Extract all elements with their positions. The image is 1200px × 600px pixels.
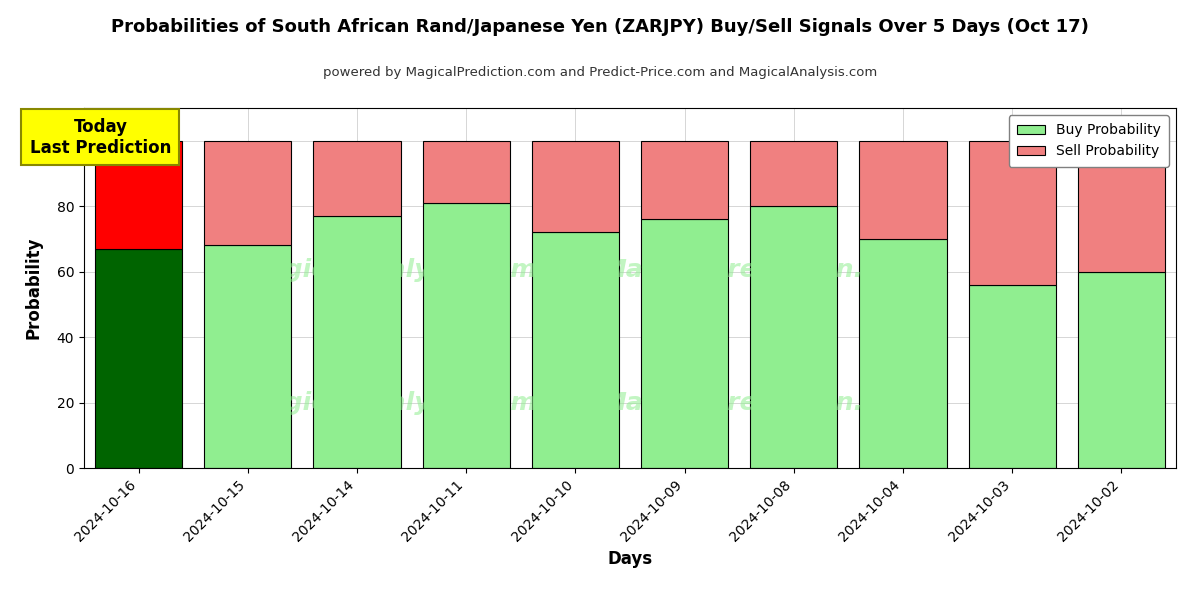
Y-axis label: Probability: Probability <box>24 237 42 339</box>
Bar <box>532 232 619 468</box>
Bar <box>422 141 510 203</box>
Bar <box>95 249 182 468</box>
Text: MagicalAnalysis.com: MagicalAnalysis.com <box>244 258 536 282</box>
Text: MagicalPrediction.com: MagicalPrediction.com <box>601 391 922 415</box>
Bar <box>859 239 947 468</box>
Bar <box>750 206 838 468</box>
Bar <box>422 203 510 468</box>
Bar <box>859 141 947 239</box>
Bar <box>1078 141 1165 272</box>
Bar <box>750 141 838 206</box>
Bar <box>968 285 1056 468</box>
Text: MagicalPrediction.com: MagicalPrediction.com <box>601 258 922 282</box>
Bar <box>95 141 182 249</box>
Text: MagicalAnalysis.com: MagicalAnalysis.com <box>244 391 536 415</box>
Bar <box>313 141 401 216</box>
Bar <box>641 141 728 219</box>
Bar <box>532 141 619 232</box>
Bar <box>641 219 728 468</box>
Bar <box>204 245 292 468</box>
Bar <box>204 141 292 245</box>
X-axis label: Days: Days <box>607 550 653 568</box>
Text: Probabilities of South African Rand/Japanese Yen (ZARJPY) Buy/Sell Signals Over : Probabilities of South African Rand/Japa… <box>112 18 1088 36</box>
Text: Today
Last Prediction: Today Last Prediction <box>30 118 172 157</box>
Bar <box>313 216 401 468</box>
Text: powered by MagicalPrediction.com and Predict-Price.com and MagicalAnalysis.com: powered by MagicalPrediction.com and Pre… <box>323 66 877 79</box>
Legend: Buy Probability, Sell Probability: Buy Probability, Sell Probability <box>1009 115 1169 167</box>
Bar <box>1078 272 1165 468</box>
Bar <box>968 141 1056 285</box>
